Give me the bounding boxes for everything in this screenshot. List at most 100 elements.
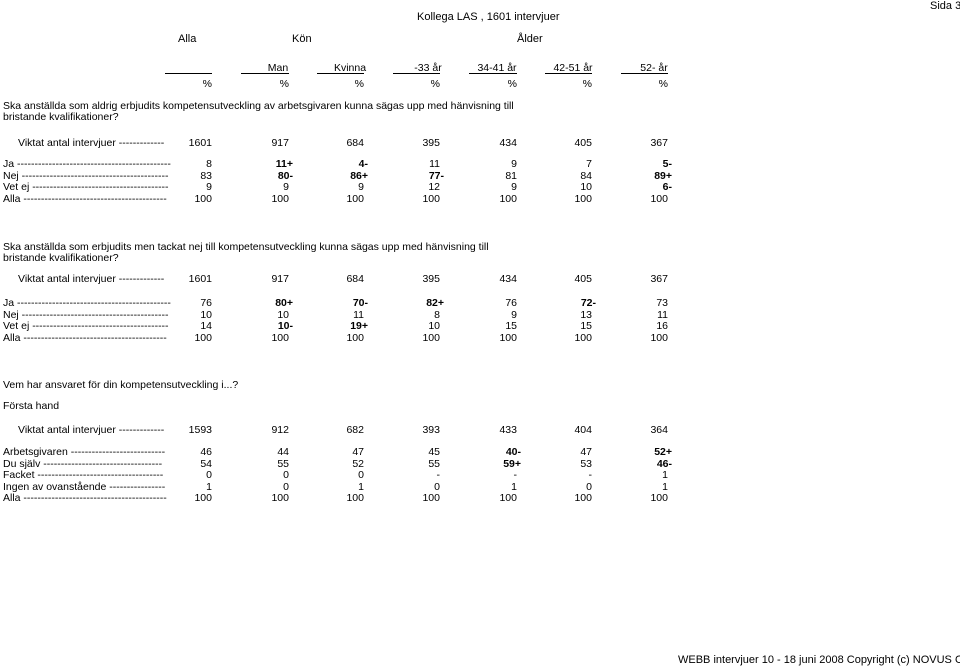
column-header: 52- år: [640, 62, 668, 74]
cell-value: 54: [200, 457, 212, 470]
header-divider: [621, 73, 668, 74]
base-value: 684: [346, 273, 364, 285]
base-value: 917: [271, 273, 289, 285]
column-header: 42-51 år: [553, 62, 593, 74]
cell-value: 0: [358, 469, 364, 481]
base-value: 367: [650, 273, 668, 285]
unit-label: %: [279, 78, 289, 90]
column-header: 34-41 år: [477, 62, 517, 74]
cell-value: 1: [511, 480, 517, 493]
row-label: Du själv -------------------------------…: [3, 457, 163, 470]
cell-value: 10: [200, 308, 212, 321]
cell-value: 100: [574, 192, 592, 205]
cell-value: 77-: [428, 169, 444, 182]
cell-value: 53: [580, 457, 592, 470]
base-value: 395: [422, 137, 440, 149]
page-title: Kollega LAS , 1601 intervjuer: [417, 11, 560, 23]
cell-value: 13: [580, 308, 592, 321]
unit-label: %: [430, 78, 440, 90]
header-divider: [241, 73, 289, 74]
cell-value: 0: [283, 469, 289, 481]
cell-value: 100: [499, 492, 517, 504]
row-label: Arbetsgivaren --------------------------…: [3, 446, 166, 458]
header-divider: [545, 73, 592, 74]
cell-value: 15: [580, 320, 592, 332]
question-text: Ska anställda som erbjudits men tackat n…: [3, 241, 489, 253]
unit-label: %: [202, 78, 212, 90]
row-label: Ingen av ovanstående ----------------: [3, 480, 166, 493]
column-header: -33 år: [414, 62, 442, 74]
cell-value: 45: [428, 446, 440, 458]
cell-value: 100: [499, 192, 517, 205]
row-label: Nej ------------------------------------…: [3, 308, 169, 321]
row-label: Alla -----------------------------------…: [3, 192, 167, 205]
row-label: Alla -----------------------------------…: [3, 492, 167, 504]
cell-value: 100: [422, 192, 440, 205]
column-header: Kvinna: [333, 62, 367, 74]
header-group-kon: Kön: [292, 33, 312, 45]
cell-value: 100: [346, 192, 364, 205]
cell-value: 47: [352, 446, 364, 458]
header-divider: [393, 73, 440, 74]
cell-value: 8: [434, 308, 440, 321]
cell-value: 15: [505, 320, 517, 332]
cell-value: 9: [283, 181, 289, 193]
cell-value: 9: [206, 181, 212, 193]
row-label: Vet ej ---------------------------------…: [3, 181, 169, 193]
cell-value: 100: [194, 492, 212, 504]
base-value: 404: [574, 424, 592, 436]
cell-value: 76: [200, 297, 212, 309]
cell-value: 100: [194, 192, 212, 205]
cell-value: 10-: [277, 320, 293, 332]
unit-label: %: [582, 78, 592, 90]
row-label: Ja -------------------------------------…: [3, 297, 171, 309]
question-text: bristande kvalifikationer?: [3, 111, 119, 123]
row-label: Alla -----------------------------------…: [3, 331, 167, 344]
cell-value: 100: [271, 331, 289, 344]
cell-value: -: [588, 469, 593, 481]
cell-value: 40-: [505, 446, 521, 458]
cell-value: 84: [580, 169, 592, 182]
cell-value: 83: [200, 169, 212, 182]
cell-value: 82+: [426, 297, 444, 309]
cell-value: 100: [422, 331, 440, 344]
cell-value: 9: [511, 308, 517, 321]
row-label: Facket ---------------------------------…: [3, 469, 164, 481]
cell-value: 16: [656, 320, 668, 332]
cell-value: 10: [428, 320, 440, 332]
cell-value: 100: [422, 492, 440, 504]
question-text: bristande kvalifikationer?: [3, 252, 119, 264]
header-group-alder: Ålder: [517, 33, 543, 45]
cell-value: 1: [662, 469, 668, 481]
cell-value: 100: [346, 492, 364, 504]
unit-label: %: [507, 78, 517, 90]
subheading: Första hand: [3, 400, 60, 412]
cell-value: 8: [206, 158, 212, 170]
column-header: Man: [267, 62, 289, 74]
cell-value: 10: [277, 308, 289, 321]
cell-value: 52: [352, 457, 364, 470]
base-value: 405: [574, 273, 592, 285]
cell-value: 11+: [275, 158, 293, 170]
cell-value: 76: [505, 297, 517, 309]
base-value: 682: [346, 424, 364, 436]
cell-value: 100: [499, 331, 517, 344]
row-label: Vet ej ---------------------------------…: [3, 320, 169, 332]
cell-value: 59+: [503, 457, 521, 470]
cell-value: 9: [511, 181, 517, 193]
base-value: 912: [271, 424, 289, 436]
cell-value: 14: [200, 320, 212, 332]
cell-value: 11: [429, 158, 440, 170]
unit-label: %: [354, 78, 364, 90]
cell-value: 11: [657, 308, 668, 321]
cell-value: 44: [277, 446, 289, 458]
header-divider: [165, 73, 212, 74]
base-label: Viktat antal intervjuer -------------: [18, 424, 165, 436]
page-number: Sida 3: [930, 0, 960, 12]
base-label: Viktat antal intervjuer -------------: [18, 137, 165, 149]
cell-value: 0: [283, 480, 289, 493]
cell-value: 52+: [654, 446, 672, 458]
cell-value: 72-: [580, 297, 596, 309]
cell-value: 100: [650, 192, 668, 205]
cell-value: 89+: [654, 169, 672, 182]
